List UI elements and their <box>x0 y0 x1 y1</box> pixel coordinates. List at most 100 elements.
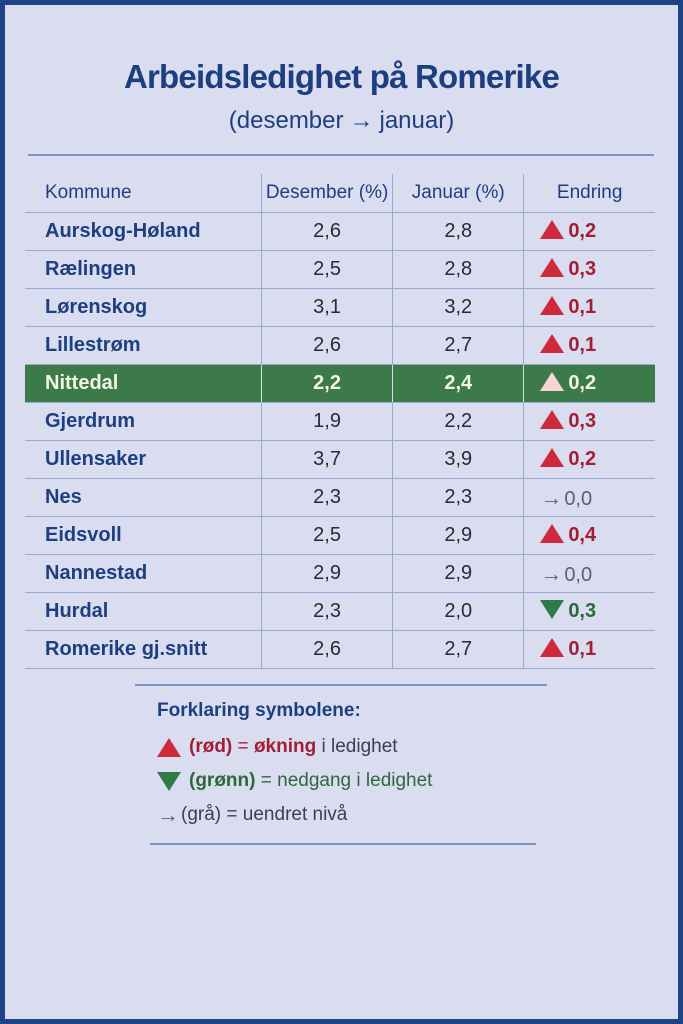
header-endring: Endring <box>523 174 655 213</box>
cell-endring: 0,3 <box>523 592 655 631</box>
cell-januar: 3,9 <box>392 440 524 479</box>
cell-januar: 2,0 <box>392 592 524 631</box>
table-row-highlighted: Nittedal 2,2 2,4 0,2 <box>25 364 655 403</box>
divider-legend-bottom <box>150 843 536 845</box>
legend-keyword: nedgang <box>277 770 352 791</box>
triangle-down-icon <box>540 600 565 619</box>
divider-legend-top <box>135 684 547 686</box>
change-value: 0,1 <box>568 638 597 660</box>
cell-kommune: Nannestad <box>25 554 262 593</box>
arrow-right-icon: → <box>157 802 179 827</box>
triangle-up-icon <box>540 220 565 239</box>
change-value: 0,3 <box>568 258 597 280</box>
cell-desember: 1,9 <box>260 402 393 441</box>
cell-desember: 2,2 <box>260 364 393 403</box>
arrow-right-icon: → <box>540 560 563 586</box>
cell-kommune: Nittedal <box>25 364 262 403</box>
table-row: Nannestad 2,9 2,9 → 0,0 <box>25 554 655 593</box>
cell-desember: 2,6 <box>260 630 393 669</box>
cell-januar: 3,2 <box>392 288 524 327</box>
cell-kommune: Aurskog-Høland <box>25 212 262 251</box>
triangle-up-icon <box>540 372 565 391</box>
change-value: 0,0 <box>564 563 593 586</box>
cell-desember: 3,7 <box>260 440 393 479</box>
cell-endring: 0,1 <box>523 326 655 365</box>
cell-endring: 0,2 <box>523 364 655 403</box>
cell-kommune: Lørenskog <box>25 288 262 327</box>
header-kommune: Kommune <box>25 174 262 213</box>
legend: Forklaring symbolene: (rød) = økning i l… <box>157 700 432 832</box>
cell-januar: 2,8 <box>392 250 524 289</box>
table-row: Rælingen 2,5 2,8 0,3 <box>25 250 655 289</box>
cell-desember: 3,1 <box>260 288 393 327</box>
cell-endring: 0,2 <box>523 440 655 479</box>
cell-endring: → 0,0 <box>523 554 655 593</box>
legend-rest: i ledighet <box>356 770 433 791</box>
cell-endring: 0,4 <box>523 516 655 555</box>
cell-januar: 2,7 <box>392 326 524 365</box>
table-row: Lillestrøm 2,6 2,7 0,1 <box>25 326 655 365</box>
cell-endring: 0,3 <box>523 402 655 441</box>
subtitle-to: januar) <box>379 107 455 134</box>
cell-januar: 2,9 <box>392 554 524 593</box>
cell-kommune: Gjerdrum <box>25 402 262 441</box>
cell-januar: 2,8 <box>392 212 524 251</box>
legend-keyword: uendret nivå <box>242 804 348 825</box>
cell-kommune: Hurdal <box>25 592 262 631</box>
legend-color-label: (rød) <box>189 736 233 757</box>
cell-kommune: Ullensaker <box>25 440 262 479</box>
table-body: Aurskog-Høland 2,6 2,8 0,2 Rælingen 2,5 2,8 0,3… <box>25 212 655 669</box>
table-header-row: Kommune Desember (%) Januar (%) Endring <box>25 174 655 213</box>
header-januar: Januar (%) <box>392 174 524 213</box>
legend-keyword: økning <box>253 736 317 757</box>
cell-kommune: Nes <box>25 478 262 517</box>
cell-desember: 2,3 <box>260 478 393 517</box>
cell-kommune: Eidsvoll <box>25 516 262 555</box>
triangle-up-icon <box>540 638 565 657</box>
triangle-up-icon <box>157 737 181 757</box>
change-value: 0,3 <box>568 600 597 622</box>
cell-januar: 2,9 <box>392 516 524 555</box>
change-value: 0,2 <box>568 372 597 394</box>
unemployment-table: Kommune Desember (%) Januar (%) Endring … <box>25 174 655 669</box>
page-title: Arbeidsledighet på Romerike <box>123 58 560 95</box>
cell-januar: 2,7 <box>392 630 524 669</box>
legend-item-decrease: (grønn) = nedgang i ledighet <box>157 764 432 798</box>
cell-desember: 2,3 <box>260 592 393 631</box>
change-value: 0,0 <box>564 487 593 510</box>
cell-desember: 2,6 <box>260 326 393 365</box>
cell-desember: 2,5 <box>260 250 393 289</box>
triangle-up-icon <box>540 334 565 353</box>
triangle-up-icon <box>540 448 565 467</box>
legend-title: Forklaring symbolene: <box>157 700 361 721</box>
cell-endring: 0,2 <box>523 212 655 251</box>
table-row: Aurskog-Høland 2,6 2,8 0,2 <box>25 212 655 251</box>
arrow-right-icon: → <box>540 484 563 510</box>
change-value: 0,1 <box>568 296 597 318</box>
table-row: Ullensaker 3,7 3,9 0,2 <box>25 440 655 479</box>
cell-januar: 2,4 <box>392 364 524 403</box>
triangle-down-icon <box>157 771 181 791</box>
legend-item-increase: (rød) = økning i ledighet <box>157 730 432 764</box>
subtitle-from: (desember <box>228 107 344 134</box>
table-row: Hurdal 2,3 2,0 0,3 <box>25 592 655 631</box>
divider-top <box>28 154 654 156</box>
header-desember: Desember (%) <box>260 174 393 213</box>
cell-kommune: Romerike gj.snitt <box>25 630 262 669</box>
table-row: Eidsvoll 2,5 2,9 0,4 <box>25 516 655 555</box>
cell-desember: 2,5 <box>260 516 393 555</box>
change-value: 0,4 <box>568 524 597 546</box>
table-row: Romerike gj.snitt 2,6 2,7 0,1 <box>25 630 655 669</box>
cell-kommune: Rælingen <box>25 250 262 289</box>
cell-endring: 0,1 <box>523 630 655 669</box>
triangle-up-icon <box>540 524 565 543</box>
cell-januar: 2,3 <box>392 478 524 517</box>
legend-eq: = <box>260 770 272 791</box>
cell-endring: 0,1 <box>523 288 655 327</box>
change-value: 0,2 <box>568 448 597 470</box>
cell-endring: → 0,0 <box>523 478 655 517</box>
legend-eq: = <box>226 804 238 825</box>
arrow-right-icon: → <box>349 107 374 134</box>
legend-eq: = <box>237 736 249 757</box>
page-subtitle: (desember → januar) <box>0 107 683 135</box>
